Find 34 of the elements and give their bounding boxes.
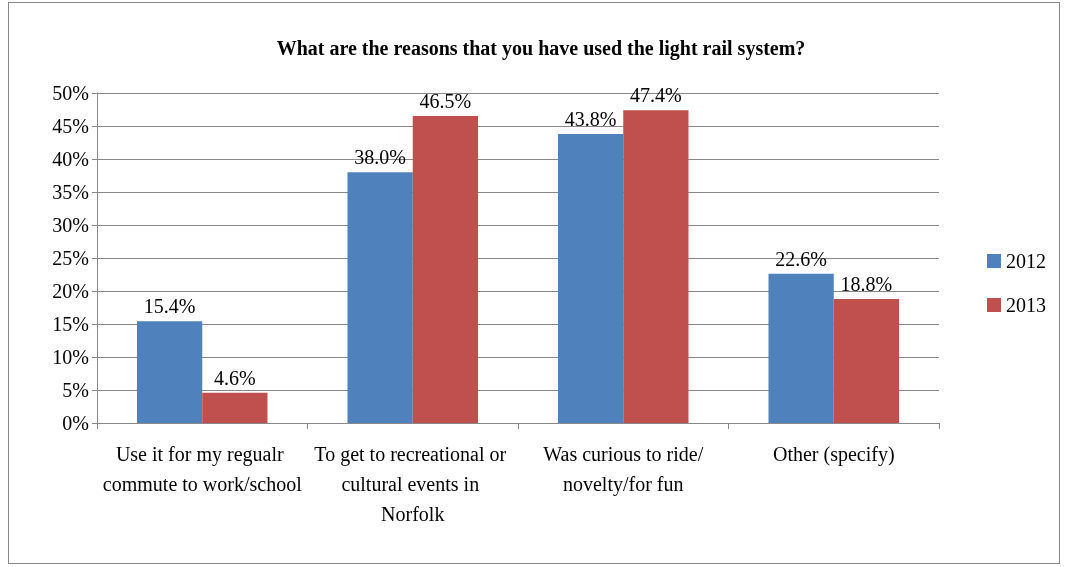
y-tick-label: 30% xyxy=(52,214,89,236)
data-label: 38.0% xyxy=(354,146,406,169)
bar xyxy=(412,116,479,423)
data-label: 18.8% xyxy=(840,272,893,295)
data-label: 46.5% xyxy=(419,90,472,113)
bar xyxy=(137,321,203,423)
y-tick-label: 5% xyxy=(62,379,89,401)
x-tick-label: Use it for my regualr commute to work/school xyxy=(102,443,303,495)
data-label: 4.6% xyxy=(214,366,256,389)
bar xyxy=(558,133,624,423)
x-tick-label: To get to recreational or cultural events in Norfolk xyxy=(314,443,512,525)
y-tick-label: 50% xyxy=(52,82,89,104)
y-tick-label: 45% xyxy=(52,115,89,137)
data-label: 15.4% xyxy=(143,295,196,318)
bar xyxy=(623,110,689,423)
legend-label: 2012 xyxy=(1006,250,1046,272)
y-tick-label: 10% xyxy=(52,346,89,368)
data-label: 43.8% xyxy=(564,107,617,130)
chart-title: What are the reasons that you have used the light rail system? xyxy=(276,37,806,60)
bar xyxy=(202,392,268,423)
y-tick-label: 15% xyxy=(52,313,89,335)
legend-label: 2013 xyxy=(1006,294,1046,316)
x-tick-label: Was curious to ride/novelty/for fun xyxy=(543,443,704,496)
data-label: 22.6% xyxy=(775,247,827,270)
y-tick-label: 0% xyxy=(62,412,89,434)
y-tick-label: 25% xyxy=(52,247,89,269)
bar xyxy=(347,172,413,423)
y-tick-label: 40% xyxy=(52,148,89,170)
x-tick-label: Other (specify) xyxy=(772,443,895,466)
bar xyxy=(833,298,900,423)
data-label: 47.4% xyxy=(630,84,682,107)
y-tick-label: 35% xyxy=(52,181,89,203)
y-tick-label: 20% xyxy=(52,280,89,302)
bar xyxy=(768,273,834,423)
